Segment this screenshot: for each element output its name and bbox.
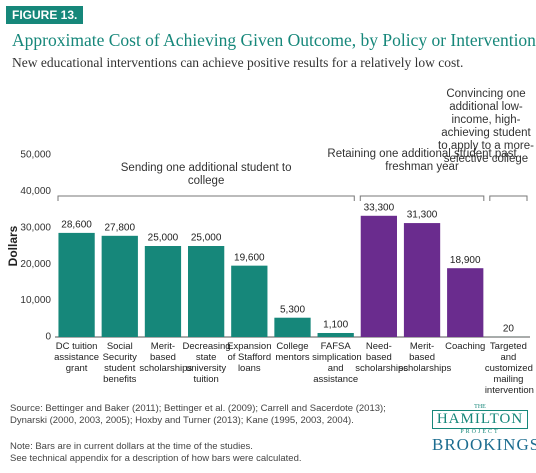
chart-title: Approximate Cost of Achieving Given Outc… (12, 30, 536, 50)
notes: Note: Bars are in current dollars at the… (10, 441, 302, 465)
value-label: 27,800 (104, 222, 135, 233)
logo-name: HAMILTON (432, 410, 528, 429)
x-tick-label: Merit-based scholarships (139, 341, 193, 374)
group-bracket (489, 195, 528, 201)
value-label: 25,000 (191, 233, 222, 244)
value-label: 25,000 (148, 233, 179, 244)
y-tick-label: 40,000 (20, 186, 51, 197)
figure-label: FIGURE 13. (6, 6, 84, 24)
y-tick-label: 20,000 (20, 259, 51, 270)
y-tick-label: 10,000 (20, 295, 51, 306)
x-tick-label: Social Security student benefits (102, 341, 137, 385)
note: Note: Bars are in current dollars at the… (10, 441, 253, 452)
bar (101, 235, 138, 337)
logo-org: BROOKINGS (432, 435, 536, 454)
logo: THE HAMILTON PROJECT BROOKINGS (432, 404, 536, 455)
bar (360, 215, 397, 337)
x-tick-label: Targeted and customized mailing interven… (484, 341, 534, 396)
value-label: 31,300 (407, 210, 438, 221)
logo-sub: PROJECT (460, 429, 500, 435)
logo-top: THE (474, 404, 486, 410)
value-label: 19,600 (234, 252, 265, 263)
value-label: 28,600 (61, 220, 92, 231)
bar (188, 246, 225, 337)
x-tick-label: College mentors (275, 341, 310, 363)
bar (403, 223, 441, 337)
x-tick-label: DC tuition assistance grant (54, 341, 100, 374)
x-tick-label: Merit-based scholarships (398, 341, 452, 374)
y-axis-label: Dollars (6, 225, 20, 266)
group-bracket (57, 195, 355, 201)
value-label: 33,300 (364, 202, 395, 213)
note: See technical appendix for a description… (10, 453, 302, 464)
value-label: 1,100 (323, 320, 348, 331)
group-annotation: Retaining one additional student past fr… (327, 148, 517, 173)
value-label: 5,300 (280, 304, 305, 315)
group-annotation: Convincing one additional low-income, hi… (438, 88, 534, 165)
x-tick-label: Need-based scholarships (355, 341, 409, 374)
chart-subtitle: New educational interventions can achiev… (12, 55, 464, 70)
bar (231, 265, 268, 337)
y-tick-label: 50,000 (20, 150, 51, 161)
bar (274, 317, 311, 337)
x-tick-label: Expansion of Stafford loans (227, 341, 272, 374)
x-tick-label: FAFSA simplication and assistance (312, 341, 362, 385)
group-annotation: Sending one additional student to colleg… (120, 162, 292, 187)
y-tick-label: 30,000 (20, 222, 51, 233)
bar (447, 268, 484, 337)
x-tick-label: Coaching (445, 341, 486, 352)
group-bracket (359, 195, 485, 201)
bar (144, 246, 182, 337)
bar (58, 232, 95, 337)
value-label: 18,900 (450, 255, 481, 266)
bar (317, 332, 354, 337)
y-tick-label: 0 (45, 332, 51, 343)
value-label: 20 (503, 324, 515, 335)
source: Source: Bettinger and Baker (2011); Bett… (10, 403, 386, 426)
x-tick-label: Decreasing state university tuition (182, 341, 231, 385)
